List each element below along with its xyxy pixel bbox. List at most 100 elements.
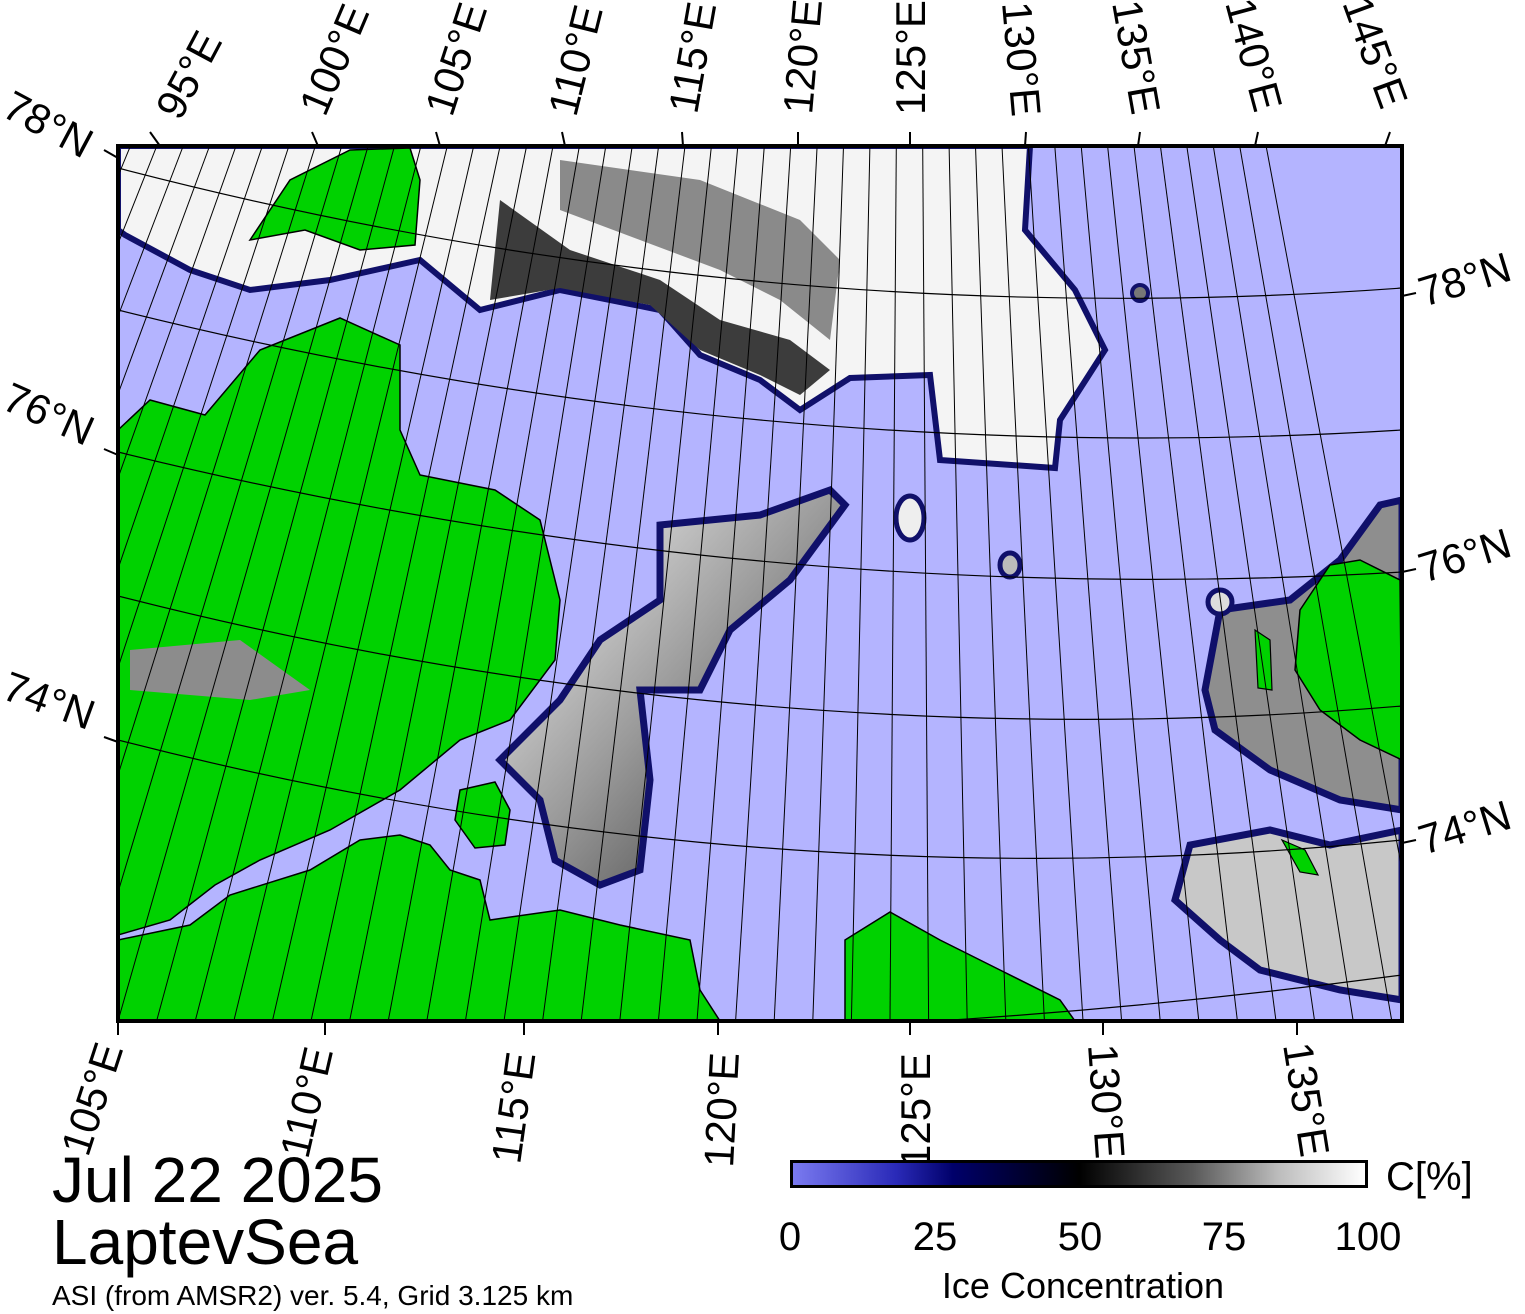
latitude-line-75n	[118, 595, 1402, 720]
lon-label-bottom: 130°E	[1079, 1042, 1134, 1160]
meridian-line	[696, 146, 765, 1021]
ice-floe	[893, 493, 927, 543]
meridian-line	[1001, 146, 1045, 1021]
ice-pack-grey-band	[560, 160, 840, 340]
meridian-line	[580, 146, 686, 1021]
meridian-line	[1107, 146, 1200, 1021]
meridian-line	[1239, 146, 1393, 1021]
top-longitude-labels: 95°E 100°E 105°E 110°E 115°E 120°E 125°E…	[146, 0, 1417, 126]
date-title: Jul 22 2025	[52, 1144, 383, 1216]
ice-floe	[997, 550, 1023, 580]
meridian-line	[922, 146, 930, 1021]
lat-label-right: 78°N	[1413, 243, 1516, 315]
meridian-line	[503, 146, 633, 1021]
meridian-line	[0, 146, 51, 1021]
meridian-line	[271, 146, 475, 1021]
lat-label-left: 78°N	[0, 81, 101, 167]
map-frame	[116, 144, 1404, 1023]
ice-floe	[1205, 587, 1235, 617]
meridian-line	[118, 146, 211, 396]
meridian-line	[118, 146, 184, 318]
meridian-line	[118, 146, 237, 480]
land-kotelny-island	[1294, 559, 1402, 761]
meridian-line	[657, 146, 739, 1021]
meridian-line	[233, 146, 448, 1021]
latitude-line-74n	[118, 739, 1402, 859]
meridian-line	[889, 146, 897, 1021]
axis-ticks	[103, 131, 1417, 1035]
lon-label-top: 105°E	[416, 0, 496, 121]
meridian-line	[619, 146, 712, 1021]
meridian-line	[194, 146, 422, 1021]
lon-label-top: 140°E	[1216, 0, 1291, 116]
land-small-island	[1254, 628, 1273, 691]
colorbar-tick-label: 75	[1201, 1215, 1247, 1259]
meridian-line	[1265, 146, 1402, 873]
meridian-line	[1054, 146, 1123, 1021]
latitude-line-78n	[118, 167, 1402, 299]
meridian-line	[1159, 146, 1277, 1021]
meridian-line	[118, 146, 290, 670]
meridian-line	[1133, 146, 1238, 1021]
colorbar-tick-label: 0	[778, 1215, 802, 1259]
land-mainland-south	[118, 834, 721, 1021]
lon-label-top: 115°E	[660, 0, 726, 117]
meridian-line	[542, 146, 660, 1021]
lat-label-right: 76°N	[1413, 519, 1516, 591]
land-taymyr	[118, 317, 561, 936]
lon-label-top: 130°E	[993, 0, 1050, 118]
meridian-line	[735, 146, 792, 1021]
colorbar	[790, 1160, 1368, 1188]
meridian-line	[310, 146, 501, 1021]
lon-label-top: 145°E	[1334, 0, 1417, 114]
meridian-line	[850, 146, 871, 1021]
meridian-line	[0, 146, 25, 1021]
region-title: LaptevSea	[52, 1206, 359, 1278]
meridian-line	[118, 146, 343, 894]
meridian-line	[156, 146, 395, 1021]
meridian-line	[812, 146, 844, 1021]
lon-label-top: 110°E	[539, 0, 612, 120]
source-note: ASI (from AMSR2) ver. 5.4, Grid 3.125 km	[52, 1280, 574, 1311]
meridian-line	[773, 146, 818, 1021]
meridian-line	[426, 146, 580, 1021]
colorbar-tick-label: 25	[912, 1215, 958, 1259]
lon-label-top: 135°E	[1103, 0, 1169, 118]
map-field	[0, 146, 1402, 1021]
latitude-line-73n	[200, 974, 1402, 1021]
ice-east-lower	[1171, 826, 1402, 1004]
lat-label-left: 74°N	[0, 662, 101, 738]
meridian-line	[975, 146, 1007, 1021]
ice-floe	[1130, 283, 1150, 303]
meridian-line	[118, 146, 316, 777]
lat-label-right: 74°N	[1413, 791, 1516, 863]
colorbar-tick-label: 100	[1334, 1215, 1402, 1259]
meridian-line	[948, 146, 968, 1021]
meridian-line	[0, 146, 104, 1021]
meridian-line	[349, 146, 528, 1021]
colorbar-tick-label: 50	[1057, 1215, 1103, 1259]
colorbar-title: Ice Concentration	[941, 1265, 1225, 1306]
meridian-line	[0, 146, 78, 1021]
meridian-line	[118, 146, 131, 178]
lon-label-top: 95°E	[146, 23, 230, 126]
lon-label-top: 100°E	[290, 0, 378, 122]
meridian-lines	[0, 146, 1402, 1021]
lon-label-bottom: 105°E	[52, 1037, 132, 1161]
lon-label-bottom: 135°E	[1274, 1039, 1338, 1160]
meridian-line	[1080, 146, 1161, 1021]
lon-label-top: 120°E	[774, 0, 831, 116]
meridian-line	[1186, 146, 1316, 1021]
latitude-line-76n	[118, 451, 1402, 580]
lon-label-top: 125°E	[887, 0, 934, 115]
meridian-line	[1027, 146, 1084, 1021]
ice-pack-dark-band	[490, 200, 830, 395]
land-small-island	[1280, 838, 1320, 876]
land-severnaya-zemlya	[248, 147, 421, 251]
land-ice-patch	[130, 640, 310, 700]
ice-tongue-central	[495, 485, 850, 889]
meridian-line	[118, 146, 369, 1021]
lon-label-bottom: 120°E	[695, 1051, 748, 1168]
lon-label-bottom: 115°E	[482, 1049, 544, 1166]
